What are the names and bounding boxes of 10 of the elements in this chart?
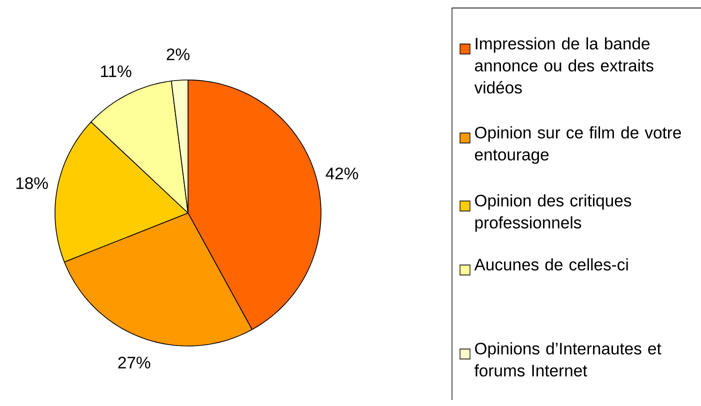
data-label: 2% <box>166 48 190 60</box>
data-label: 27% <box>118 356 150 368</box>
legend-label: Opinion sur ce film de votre entourage <box>474 126 681 164</box>
legend-label: Opinion des critiques professionnels <box>475 194 632 232</box>
data-label: 18% <box>16 177 48 190</box>
data-label: 42% <box>326 168 358 180</box>
legend-label: Aucunes de celles-ci <box>474 258 628 270</box>
data-label: 11% <box>101 65 132 78</box>
legend-label: Opinions d’Internautes et forums Internet <box>474 342 662 376</box>
legend-label: Impression de la bande annonce ou des extraits vidéos <box>474 37 654 94</box>
